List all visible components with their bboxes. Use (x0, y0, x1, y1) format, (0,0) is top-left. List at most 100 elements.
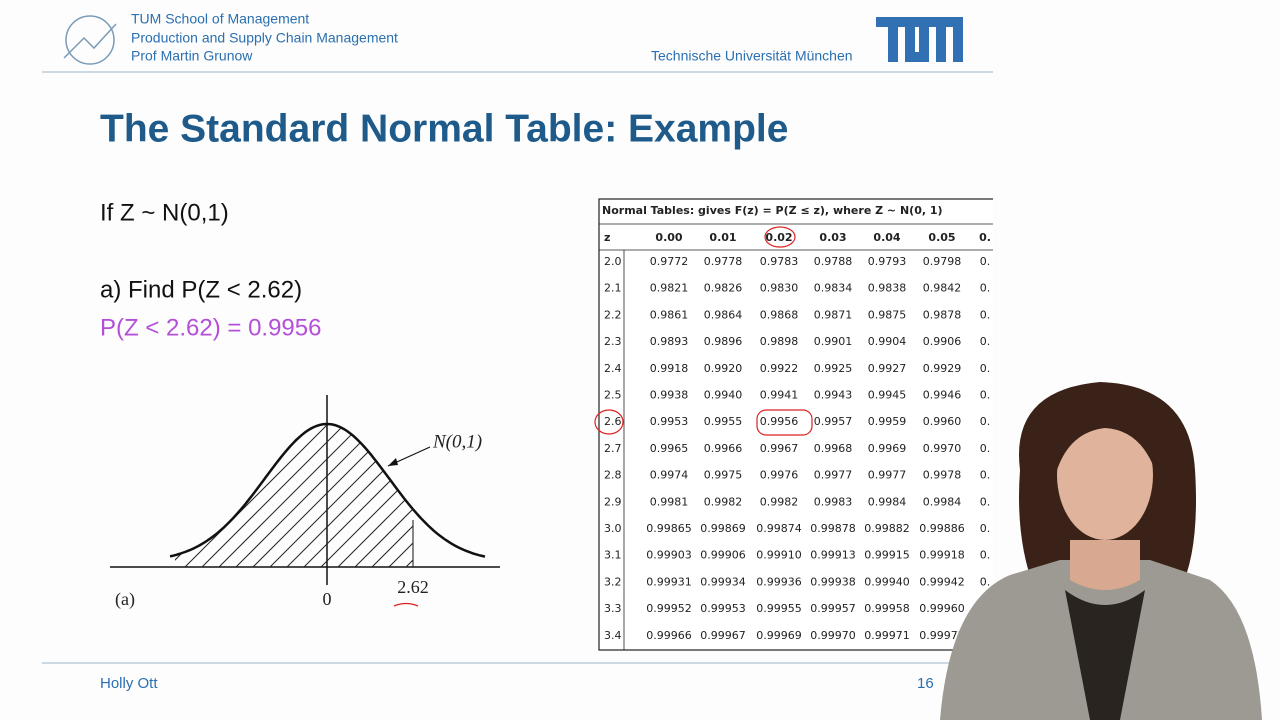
table-cell: 0.9878 (923, 308, 962, 321)
table-cell: 0.99882 (864, 522, 910, 535)
table-cell: 0. (980, 335, 991, 348)
row-header: 2.5 (604, 389, 622, 402)
hatch-line (286, 424, 413, 567)
table-cell: 0.9838 (868, 282, 907, 295)
table-cell: 0.9977 (814, 469, 853, 482)
question: a) Find P(Z < 2.62) (100, 276, 302, 303)
table-cell: 0.99960 (919, 602, 965, 615)
table-cell: 0.99957 (810, 602, 856, 615)
table-cell: 0.9969 (868, 442, 907, 455)
table-cell: 0.9966 (704, 442, 743, 455)
table-cell: 0.9938 (650, 389, 689, 402)
row-header: 2.0 (604, 255, 622, 268)
table-cell: 0.99934 (700, 575, 746, 588)
table-cell: 0.9798 (923, 255, 962, 268)
column-header: 0.02 (765, 231, 792, 244)
row-header: 2.1 (604, 282, 622, 295)
table-cell: 0.9922 (760, 362, 799, 375)
hatch-line (184, 424, 356, 567)
table-cell: 0. (980, 255, 991, 268)
table-cell: 0.9896 (704, 335, 743, 348)
table-cell: 0. (980, 362, 991, 375)
table-cell: 0.9956 (760, 415, 799, 428)
table-cell: 0.9981 (650, 495, 689, 508)
table-cell: 0.99940 (864, 575, 910, 588)
row-header: 2.6 (604, 415, 622, 428)
column-header: z (604, 231, 610, 244)
table-cell: 0.9778 (704, 255, 743, 268)
table-caption: Normal Tables: gives F(z) = P(Z ≤ z), wh… (602, 204, 943, 217)
row-header: 3.2 (604, 575, 622, 588)
row-header: 3.4 (604, 629, 622, 642)
table-cell: 0.99903 (646, 549, 692, 562)
org-line: TUM School of Management (131, 11, 309, 27)
mean-label: 0 (323, 589, 332, 609)
table-cell: 0.9977 (868, 469, 907, 482)
table-cell: 0.9868 (760, 308, 799, 321)
presenter-video (940, 382, 1262, 720)
hatch-line (354, 424, 413, 567)
table-cell: 0.99953 (700, 602, 746, 615)
table-cell: 0. (980, 442, 991, 455)
table-cell: 0. (980, 282, 991, 295)
table-cell: 0.9983 (814, 495, 853, 508)
hatch-line (371, 424, 413, 567)
table-cell: 0.9893 (650, 335, 689, 348)
table-cell: 0.99938 (810, 575, 856, 588)
table-cell: 0.99970 (810, 629, 856, 642)
row-header: 2.7 (604, 442, 622, 455)
table-cell: 0.9925 (814, 362, 853, 375)
annotations (594, 226, 813, 436)
org-line: Prof Martin Grunow (131, 48, 253, 64)
table-cell: 0.9982 (704, 495, 743, 508)
table-cell: 0.9953 (650, 415, 689, 428)
table-cell: 0.9941 (760, 389, 799, 402)
table-cell: 0. (980, 495, 991, 508)
table-cell: 0.9901 (814, 335, 853, 348)
table-cell: 0.99915 (864, 549, 910, 562)
table-cell: 0.9826 (704, 282, 743, 295)
table-cell: 0. (980, 308, 991, 321)
table-cell: 0.9788 (814, 255, 853, 268)
table-cell: 0.9929 (923, 362, 962, 375)
table-cell: 0.9959 (868, 415, 907, 428)
table-frame (598, 198, 993, 651)
table-cell: 0.9946 (923, 389, 962, 402)
table-cell: 0.9940 (704, 389, 743, 402)
table-cell: 0.9861 (650, 308, 689, 321)
table-cell: 0.9960 (923, 415, 962, 428)
table-cell: 0. (980, 522, 991, 535)
table-cell: 0.99936 (756, 575, 802, 588)
row-header: 2.4 (604, 362, 622, 375)
table-cell: 0.99966 (646, 629, 692, 642)
normal-table: Normal Tables: gives F(z) = P(Z ≤ z), wh… (598, 198, 993, 651)
table-cell: 0.9955 (704, 415, 743, 428)
slide-title: The Standard Normal Table: Example (100, 107, 788, 150)
table-cell: 0.9783 (760, 255, 799, 268)
table-cell: 0.99874 (756, 522, 802, 535)
table-cell: 0.9772 (650, 255, 689, 268)
row-header: 2.8 (604, 469, 622, 482)
table-cell: 0.9793 (868, 255, 907, 268)
table-cell: 0.9984 (923, 495, 962, 508)
page-number: 16 (917, 675, 934, 692)
table-cell: 0.9821 (650, 282, 689, 295)
table-cell: 0.9984 (868, 495, 907, 508)
table-cell: 0.99958 (864, 602, 910, 615)
table-cell: 0.99918 (919, 549, 965, 562)
premise: If Z ~ N(0,1) (100, 199, 229, 226)
table-cell: 0.9834 (814, 282, 853, 295)
table-cell: 0.99869 (700, 522, 746, 535)
table-cell: 0.9830 (760, 282, 799, 295)
column-header: 0.05 (928, 231, 955, 244)
table-cell: 0.9945 (868, 389, 907, 402)
table-cell: 0.9943 (814, 389, 853, 402)
hatch-line (303, 424, 413, 567)
table-cell: 0.99865 (646, 522, 692, 535)
table-cell: 0.9978 (923, 469, 962, 482)
curve-label: N(0,1) (432, 431, 482, 452)
hatch-line (337, 424, 413, 567)
row-header: 2.3 (604, 335, 622, 348)
presenter: Holly Ott (100, 675, 158, 692)
